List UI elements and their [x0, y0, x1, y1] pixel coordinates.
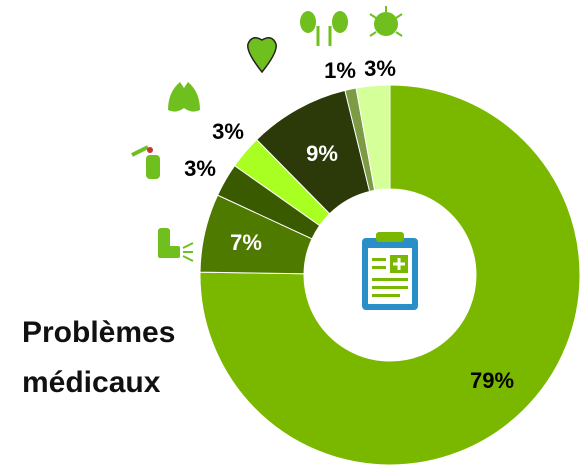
icons [131, 6, 403, 262]
donut-slice [199, 84, 581, 466]
virus-icon [369, 6, 403, 37]
data-label: 3% [364, 56, 396, 81]
injection-icon [131, 145, 160, 179]
heart-icon [247, 37, 277, 74]
data-label: 7% [230, 230, 262, 255]
chart-title: Problèmes [22, 316, 175, 349]
data-label: 79% [470, 368, 514, 393]
data-label: 9% [306, 141, 338, 166]
slices [199, 84, 581, 466]
donut-slice [355, 84, 391, 191]
data-label: 1% [324, 58, 356, 83]
data-label: 3% [212, 119, 244, 144]
chart-title: médicaux [22, 366, 161, 399]
lungs-icon [168, 82, 200, 112]
inhaler-icon [158, 228, 194, 262]
clipboard-icon [362, 232, 418, 310]
data-label: 3% [184, 156, 216, 181]
kidney-icon [300, 11, 348, 46]
